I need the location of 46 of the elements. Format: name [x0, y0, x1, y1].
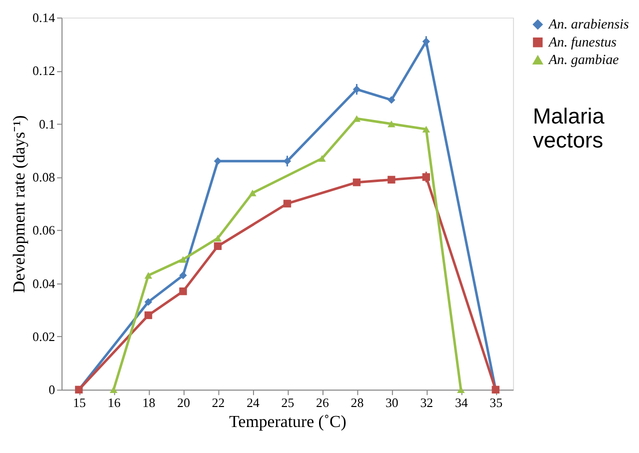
point	[214, 242, 222, 250]
point	[388, 176, 396, 184]
point	[179, 256, 187, 263]
point	[283, 200, 292, 208]
point	[318, 155, 326, 162]
x-tick-label: 34	[454, 396, 468, 410]
x-tick-label: 16	[108, 396, 122, 410]
x-tick-label: 20	[177, 396, 190, 410]
y-tick-label: 0.1	[38, 117, 56, 132]
point	[179, 272, 187, 280]
point	[144, 298, 152, 306]
point	[144, 311, 152, 320]
legend-label: An. arabiensis	[548, 17, 629, 32]
x-tick-label: 15	[72, 396, 86, 410]
point	[214, 234, 222, 242]
x-tick-label: 28	[350, 396, 364, 410]
legend-label: An. funestus	[548, 35, 617, 50]
y-tick-label: 0.08	[32, 170, 56, 184]
x-tick-label: 30	[385, 396, 398, 410]
point	[352, 115, 361, 122]
point	[110, 386, 118, 393]
legend-label: An. gambiae	[548, 53, 619, 68]
text: Malaria vectors	[532, 104, 606, 153]
x-tick-label: 26	[316, 396, 330, 410]
point	[248, 190, 256, 196]
x-tick-label: 35	[490, 396, 503, 410]
y-tick-label: 0.06	[32, 224, 56, 238]
point	[388, 120, 396, 128]
point	[388, 96, 396, 104]
x-tick-label: 18	[142, 396, 156, 410]
point	[352, 178, 361, 186]
y-tick-label: 0	[48, 383, 56, 398]
point	[214, 157, 222, 165]
point	[179, 287, 187, 296]
y-tick-label: 0.12	[32, 64, 56, 78]
x-tick-label: 24	[246, 396, 260, 410]
x-tick-label: 22	[212, 396, 225, 410]
x-tick-label: 25	[281, 396, 294, 410]
y-tick-label: 0.14	[32, 11, 56, 26]
y-axis-title: Development rate (days⁻¹)	[10, 115, 29, 293]
y-tick-label: 0.04	[32, 276, 56, 291]
y-tick-label: 0.02	[32, 330, 56, 344]
point	[422, 126, 430, 133]
point	[144, 272, 152, 279]
x-axis-title: Temperature (˚C)	[229, 412, 346, 431]
x-tick-label: 32	[420, 396, 434, 410]
